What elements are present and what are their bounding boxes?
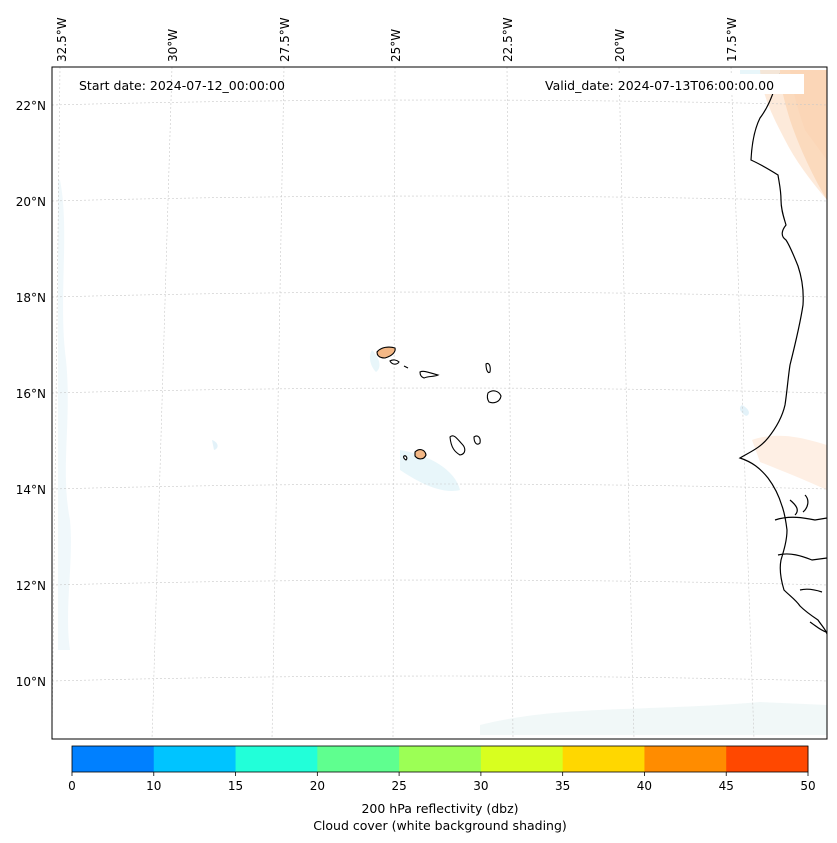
colorbar-tick-label: 20 <box>310 779 325 793</box>
lon-tick-22-5: 22.5°W <box>501 17 515 62</box>
lat-tick-22: 22°N <box>16 99 46 113</box>
colorbar-tick-label: 0 <box>68 779 76 793</box>
start-date-label: Start date: 2024-07-12_00:00:00 <box>79 78 285 93</box>
islands <box>376 346 502 461</box>
lat-tick-18: 18°N <box>16 291 46 305</box>
island-boa-vista <box>486 390 502 404</box>
colorbar-tick-label: 40 <box>637 779 652 793</box>
valid-date-label: Valid_date: 2024-07-13T06:00:00.00 <box>545 78 774 93</box>
colorbar-segment <box>480 746 564 772</box>
lon-tick-labels: 32.5°W 30°W 27.5°W 25°W 22.5°W 20°W 17.5… <box>55 17 739 62</box>
map-panel: Start date: 2024-07-12_00:00:00 Valid_da… <box>51 66 828 740</box>
lon-tick-32-5: 32.5°W <box>55 17 69 62</box>
colorbar-segment <box>562 746 645 772</box>
colorbar-tick-label: 30 <box>473 779 488 793</box>
island-maio <box>473 435 481 445</box>
island-brava <box>403 455 408 461</box>
lat-tick-20: 20°N <box>16 195 46 209</box>
colorbar-segment <box>644 746 727 772</box>
island-sal <box>485 362 491 374</box>
colorbar-tick-label: 45 <box>719 779 734 793</box>
graticule <box>51 66 828 740</box>
island-fogo <box>414 449 427 460</box>
lon-tick-25: 25°W <box>389 29 403 62</box>
colorbar-tick-label: 10 <box>146 779 161 793</box>
colorbar-label: 200 hPa reflectivity (dbz) <box>361 801 518 816</box>
colorbar-tick-label: 25 <box>391 779 406 793</box>
lat-tick-16: 16°N <box>16 387 46 401</box>
colorbar-segment <box>317 746 400 772</box>
lat-tick-10: 10°N <box>16 675 46 689</box>
island-sao-nicolau <box>419 370 440 379</box>
lon-tick-30: 30°W <box>166 29 180 62</box>
lon-tick-27-5: 27.5°W <box>278 17 292 62</box>
colorbar-tick-label: 15 <box>228 779 243 793</box>
colorbar-segment <box>235 746 318 772</box>
lat-tick-12: 12°N <box>16 579 46 593</box>
lat-tick-14: 14°N <box>16 483 46 497</box>
colorbar-segment <box>726 746 809 772</box>
colorbar-tick-label: 35 <box>555 779 570 793</box>
coastline <box>738 73 828 635</box>
lon-tick-17-5: 17.5°W <box>725 17 739 62</box>
colorbar-border <box>71 745 809 773</box>
colorbar-tick-label: 50 <box>800 779 815 793</box>
island-sao-vicente <box>389 359 400 365</box>
cloud-shading <box>58 70 827 735</box>
map-frame <box>51 66 828 740</box>
valid-date-box <box>540 74 804 94</box>
colorbar-segment <box>399 746 482 772</box>
reflectivity-shading <box>752 70 827 490</box>
colorbar-segment <box>72 746 155 772</box>
lon-tick-20: 20°W <box>613 29 627 62</box>
colorbar-segment <box>153 746 237 772</box>
island-santiago <box>449 435 466 456</box>
island-santa-luzia <box>403 365 409 369</box>
colorbar: 0 10 15 20 25 30 35 40 45 50 <box>68 745 816 793</box>
lat-tick-labels: 22°N 20°N 18°N 16°N 14°N 12°N 10°N <box>16 99 46 689</box>
colorbar-sublabel: Cloud cover (white background shading) <box>313 818 567 833</box>
island-santo-antao <box>376 346 396 359</box>
